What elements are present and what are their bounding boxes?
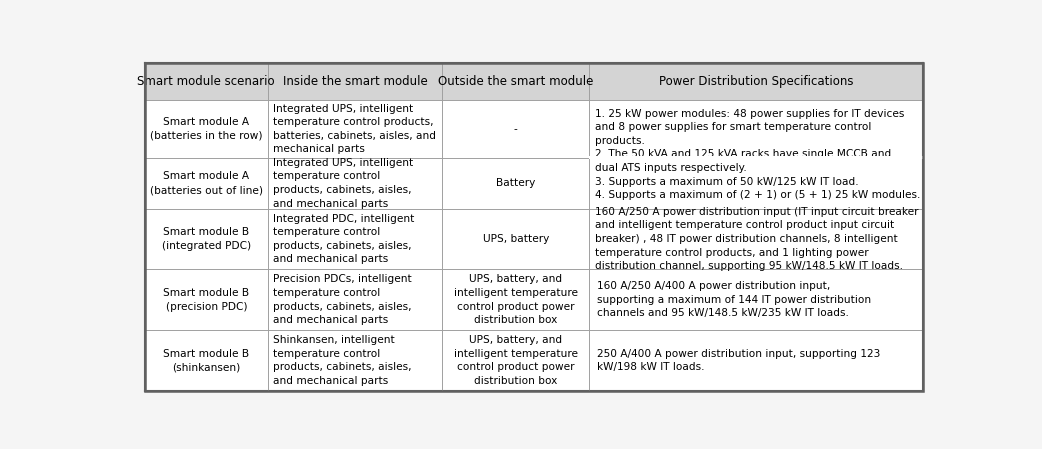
Text: UPS, battery: UPS, battery: [482, 234, 549, 244]
Text: Integrated PDC, intelligent
temperature control
products, cabinets, aisles,
and : Integrated PDC, intelligent temperature …: [273, 214, 415, 264]
Text: 160 A/250 A power distribution input (IT input circuit breaker
and intelligent t: 160 A/250 A power distribution input (IT…: [595, 207, 918, 271]
Bar: [145, 100, 268, 158]
Text: Smart module A
(batteries out of line): Smart module A (batteries out of line): [150, 172, 263, 195]
Text: Outside the smart module: Outside the smart module: [438, 75, 593, 88]
Bar: [268, 100, 442, 158]
Text: 1. 25 kW power modules: 48 power supplies for IT devices
and 8 power supplies fo: 1. 25 kW power modules: 48 power supplie…: [595, 109, 920, 200]
Text: Integrated UPS, intelligent
temperature control
products, cabinets, aisles,
and : Integrated UPS, intelligent temperature …: [273, 158, 414, 209]
Text: 250 A/400 A power distribution input, supporting 123
kW/198 kW IT loads.: 250 A/400 A power distribution input, su…: [597, 349, 880, 372]
Text: Shinkansen, intelligent
temperature control
products, cabinets, aisles,
and mech: Shinkansen, intelligent temperature cont…: [273, 335, 412, 386]
Text: Integrated UPS, intelligent
temperature control products,
batteries, cabinets, a: Integrated UPS, intelligent temperature …: [273, 104, 437, 154]
Text: Smart module B
(shinkansen): Smart module B (shinkansen): [164, 349, 249, 372]
Bar: [268, 269, 442, 330]
Bar: [268, 158, 442, 209]
Bar: [590, 156, 923, 159]
Bar: [590, 269, 923, 330]
Bar: [590, 209, 923, 269]
Bar: [268, 330, 442, 391]
Text: Power Distribution Specifications: Power Distribution Specifications: [659, 75, 853, 88]
Text: Inside the smart module: Inside the smart module: [282, 75, 427, 88]
Bar: [268, 62, 442, 100]
Bar: [442, 330, 590, 391]
Text: -: -: [514, 124, 518, 134]
Bar: [268, 209, 442, 269]
Bar: [442, 269, 590, 330]
Text: UPS, battery, and
intelligent temperature
control product power
distribution box: UPS, battery, and intelligent temperatur…: [453, 274, 577, 325]
Text: Smart module B
(integrated PDC): Smart module B (integrated PDC): [162, 227, 251, 251]
Bar: [145, 330, 268, 391]
Bar: [145, 209, 268, 269]
Bar: [590, 330, 923, 391]
Bar: [145, 158, 268, 209]
Text: Smart module scenario: Smart module scenario: [138, 75, 275, 88]
Text: Battery: Battery: [496, 178, 536, 188]
Bar: [442, 100, 590, 158]
Text: Smart module A
(batteries in the row): Smart module A (batteries in the row): [150, 117, 263, 141]
Bar: [590, 158, 923, 209]
Text: Precision PDCs, intelligent
temperature control
products, cabinets, aisles,
and : Precision PDCs, intelligent temperature …: [273, 274, 413, 325]
Text: Smart module B
(precision PDC): Smart module B (precision PDC): [164, 288, 249, 312]
Text: 160 A/250 A/400 A power distribution input,
supporting a maximum of 144 IT power: 160 A/250 A/400 A power distribution inp…: [597, 281, 871, 318]
Text: UPS, battery, and
intelligent temperature
control product power
distribution box: UPS, battery, and intelligent temperatur…: [453, 335, 577, 386]
Bar: [442, 158, 590, 209]
Bar: [145, 269, 268, 330]
Bar: [590, 62, 923, 100]
Bar: [590, 100, 923, 158]
Bar: [442, 209, 590, 269]
Bar: [145, 62, 268, 100]
Bar: [442, 62, 590, 100]
